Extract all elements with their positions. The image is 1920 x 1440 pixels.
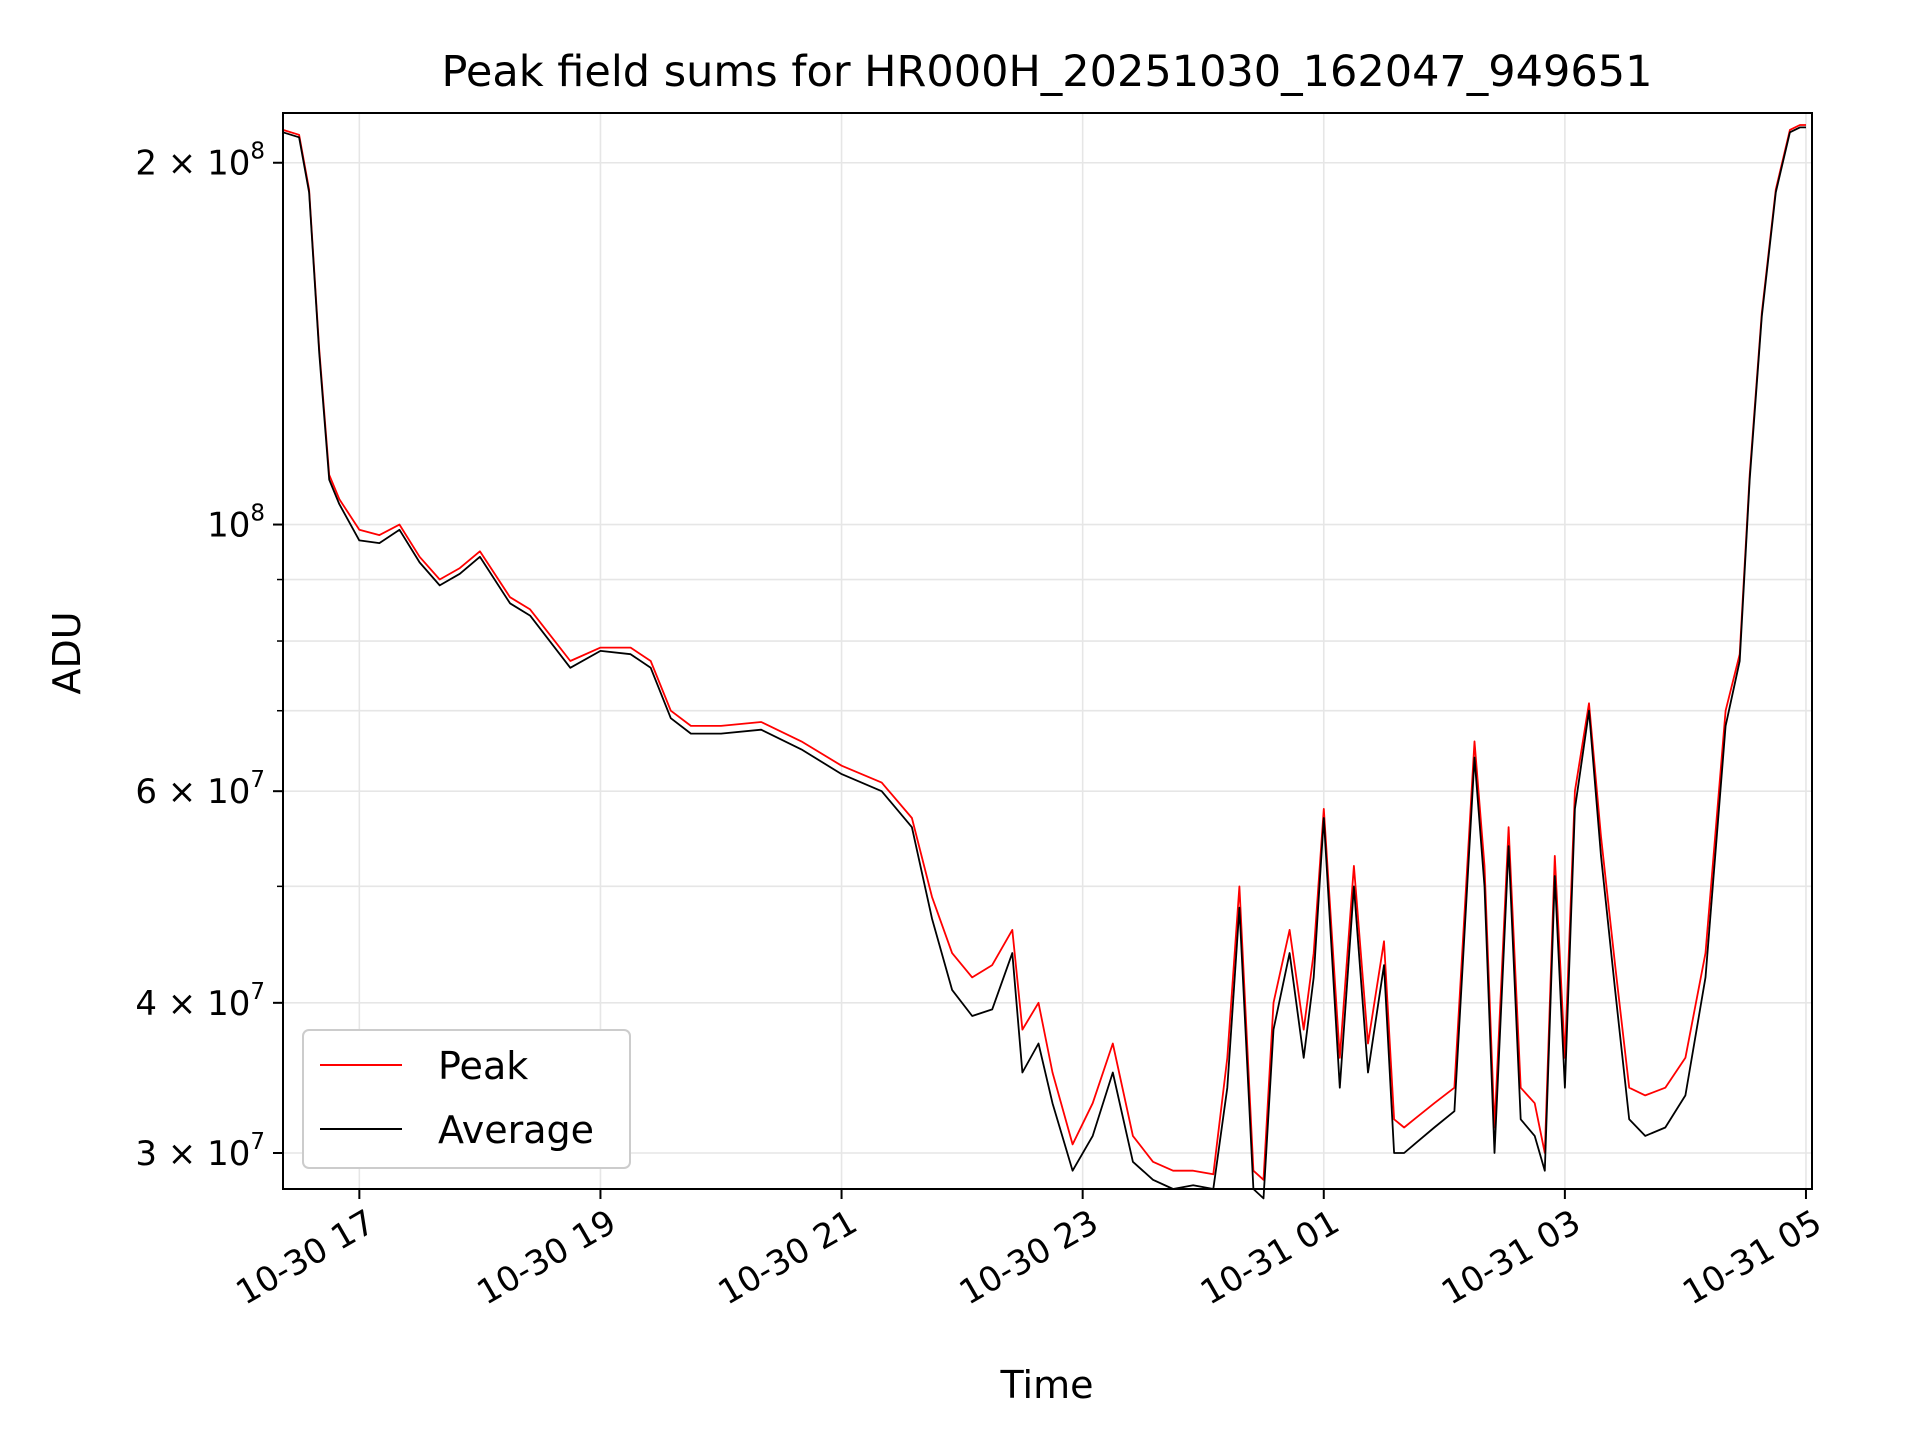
average-series-line bbox=[282, 126, 1806, 1200]
x-axis-label: Time bbox=[1000, 1363, 1094, 1407]
y-tick-label: 108 bbox=[207, 501, 265, 546]
y-tick-label: 6 × 107 bbox=[135, 767, 265, 812]
plot-frame bbox=[282, 112, 1813, 1190]
plot-lines bbox=[282, 124, 1806, 1200]
legend-average-label: Average bbox=[438, 1108, 594, 1152]
y-axis-ticks: 2 × 108 108 6 × 107 4 × 107 3 × 107 bbox=[135, 139, 283, 1174]
peak-series-line bbox=[282, 124, 1806, 1181]
y-tick-label: 2 × 108 bbox=[135, 139, 265, 184]
legend: Peak Average bbox=[302, 1029, 631, 1169]
grid bbox=[283, 113, 1812, 1189]
y-axis-label: ADU bbox=[45, 611, 89, 694]
chart-title: Peak field sums for HR000H_20251030_1620… bbox=[442, 47, 1653, 97]
y-tick-label: 3 × 107 bbox=[135, 1129, 265, 1174]
legend-peak-label: Peak bbox=[438, 1044, 528, 1088]
y-tick-label: 4 × 107 bbox=[135, 979, 265, 1024]
